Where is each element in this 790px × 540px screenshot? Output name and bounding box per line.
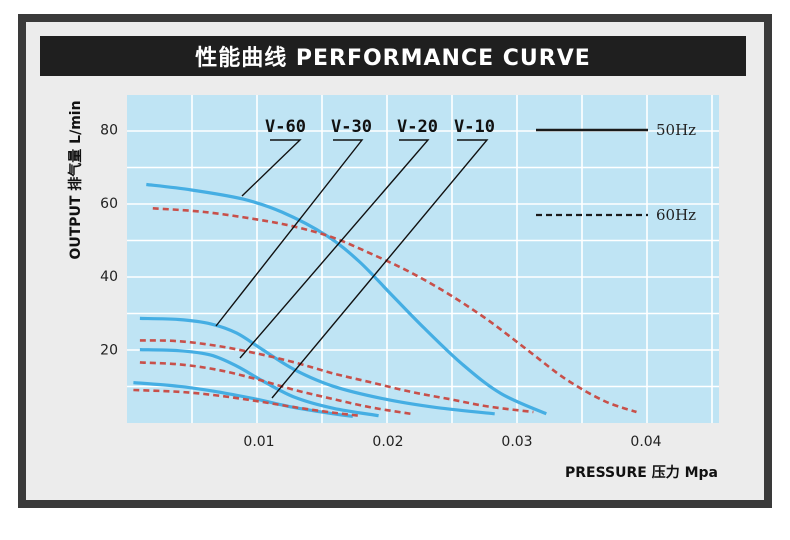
- leader-line-v-60: [241, 139, 302, 197]
- x-tick-label: 0.04: [630, 434, 661, 450]
- y-tick-label: 20: [100, 343, 118, 359]
- x-tick-label: 0.02: [372, 434, 403, 450]
- x-tick-label: 0.01: [243, 434, 274, 450]
- series-labels: V-60 V-30 V-20 V-10: [265, 117, 495, 137]
- leader-line-v-10: [271, 139, 489, 399]
- curve-v-20-50hz: [139, 348, 379, 418]
- series-label-v-60: V-60: [265, 117, 306, 137]
- curves: [133, 182, 637, 418]
- tick-labels: 0.01 0.02 0.03 0.04 20 40 60 80: [100, 122, 662, 450]
- series-leader-lines: [215, 139, 489, 399]
- series-label-v-10: V-10: [454, 117, 495, 137]
- y-tick-label: 60: [100, 196, 118, 212]
- legend-label-50hz: 50Hz: [656, 121, 696, 139]
- curve-v-10-60hz: [133, 388, 360, 417]
- y-tick-label: 40: [100, 269, 118, 285]
- legend-label-60hz: 60Hz: [656, 206, 696, 224]
- series-label-v-20: V-20: [397, 117, 438, 137]
- curve-v-60-60hz: [152, 207, 637, 414]
- curve-v-30-50hz: [139, 316, 495, 416]
- x-axis-label: PRESSURE 压力 Mpa: [565, 464, 718, 481]
- y-axis-label: OUTPUT 排气量 L/min: [67, 100, 84, 259]
- y-tick-label: 80: [100, 122, 118, 138]
- x-tick-label: 0.03: [501, 434, 532, 450]
- curve-v-60-50hz: [146, 182, 547, 416]
- curve-v-20-60hz: [139, 361, 412, 416]
- leader-line-v-20: [239, 139, 430, 359]
- legend: 50Hz 60Hz: [536, 121, 696, 224]
- chart-title: 性能曲线 PERFORMANCE CURVE: [40, 36, 746, 76]
- leader-line-v-30: [215, 139, 364, 327]
- plot-area: [127, 95, 719, 423]
- series-label-v-30: V-30: [331, 117, 372, 137]
